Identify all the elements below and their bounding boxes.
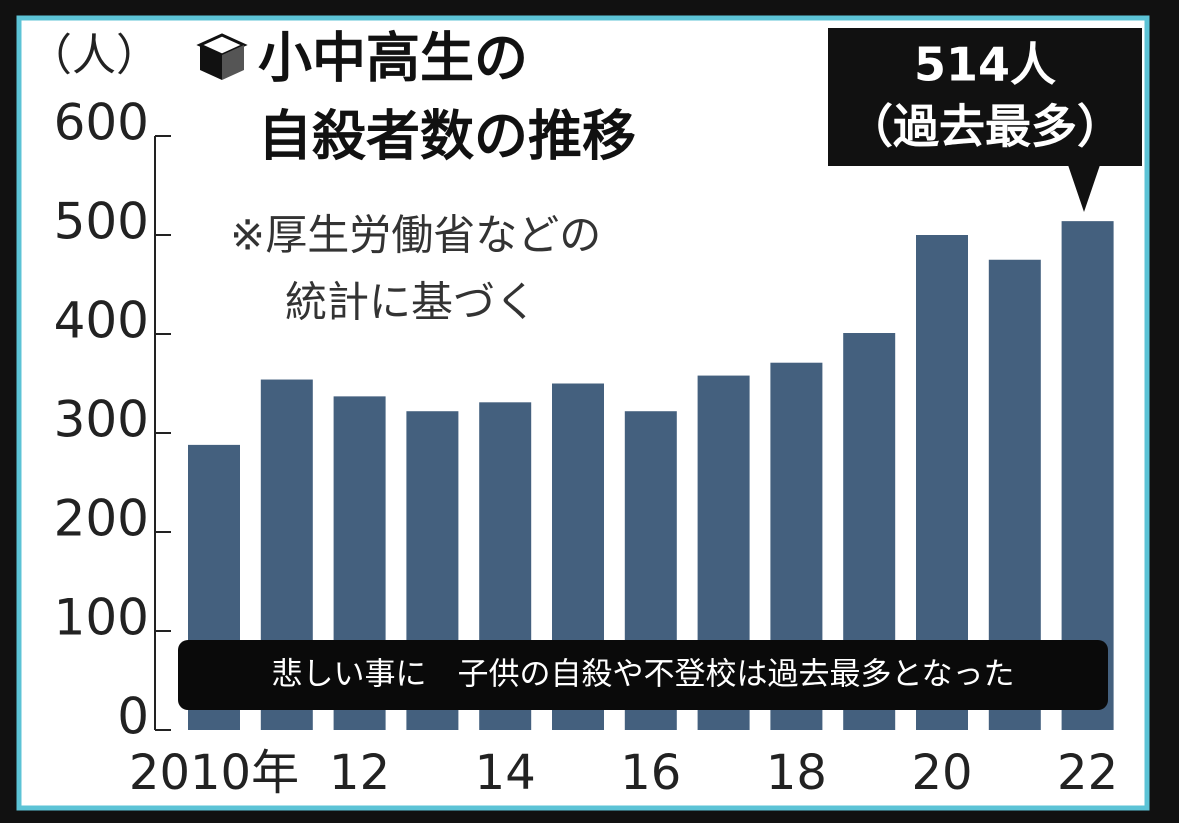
chart-title: 小中高生の [258, 27, 528, 90]
caption: 悲しい事に 子供の自殺や不登校は過去最多となった [271, 657, 1014, 693]
y-tick-label: 0 [117, 688, 149, 746]
caption-box [178, 640, 1108, 710]
annotation: 514人 [914, 38, 1056, 92]
annotation: （過去最多） [847, 100, 1123, 154]
y-tick-label: 200 [54, 490, 149, 548]
annotation-box [828, 28, 1142, 166]
x-tick-label: 18 [766, 745, 827, 801]
note: ※厚生労働省などの [230, 211, 601, 260]
y-tick-label: 100 [54, 589, 149, 647]
annotation-pointer [1068, 165, 1100, 212]
y-tick-label: 600 [54, 94, 149, 152]
y-tick-label: 500 [54, 193, 149, 251]
x-tick-label: 14 [475, 745, 536, 801]
title-icon [196, 33, 248, 80]
y-unit: （人） [28, 30, 160, 81]
x-tick-label: 20 [911, 745, 972, 801]
x-tick-label: 16 [620, 745, 681, 801]
y-tick-label: 300 [54, 391, 149, 449]
x-tick-label: 22 [1057, 745, 1118, 801]
x-tick-label: 12 [329, 745, 390, 801]
chart-title: 自殺者数の推移 [258, 105, 636, 168]
y-tick-label: 400 [54, 292, 149, 350]
note: 統計に基づく [285, 278, 537, 327]
x-tick-label: 2010年 [129, 745, 299, 801]
